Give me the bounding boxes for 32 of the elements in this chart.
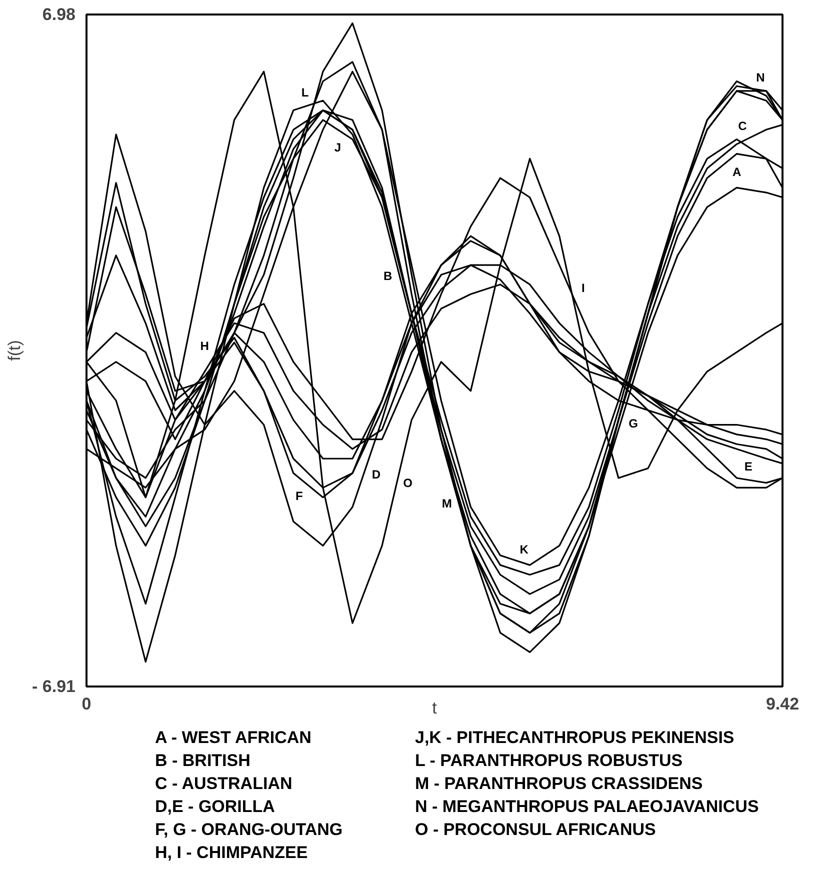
- y-axis-title: f(t): [5, 340, 24, 361]
- text: A - WEST AFRICAN: [155, 727, 312, 749]
- series-label: E: [744, 460, 752, 474]
- series-label: I: [581, 281, 585, 296]
- series-label: M: [442, 496, 452, 510]
- text: J,K - PITHECANTHROPUS PEKINENSIS: [415, 727, 734, 749]
- series-label: H: [200, 339, 209, 354]
- text: F, G - ORANG-OUTANG: [155, 819, 343, 841]
- series-label: D: [372, 467, 381, 482]
- text: L - PARANTHROPUS ROBUSTUS: [415, 750, 683, 772]
- series-label: N: [756, 70, 765, 85]
- x-tick-label: 0: [82, 694, 92, 714]
- x-axis-title: t: [432, 698, 438, 718]
- x-tick-label: 9.42: [766, 694, 800, 714]
- series-label: A: [732, 165, 742, 180]
- text: H, I - CHIMPANZEE: [155, 842, 308, 864]
- series-label: G: [628, 416, 638, 430]
- text: D,E - GORILLA: [155, 796, 275, 818]
- series-label: J: [334, 140, 342, 155]
- text: O - PROCONSUL AFRICANUS: [415, 819, 656, 841]
- series-label: C: [738, 118, 748, 133]
- text: C - AUSTRALIAN: [155, 773, 292, 795]
- y-tick-label: - 6.91: [32, 677, 76, 696]
- series-label: O: [403, 476, 412, 490]
- series-label: F: [295, 489, 303, 504]
- series-label: K: [520, 542, 529, 556]
- series-label: L: [301, 86, 309, 100]
- y-tick-label: 6.98: [42, 5, 76, 24]
- text: B - BRITISH: [155, 750, 250, 772]
- text: N - MEGANTHROPUS PALAEOJAVANICUS: [415, 796, 759, 818]
- text: M - PARANTHROPUS CRASSIDENS: [415, 773, 703, 795]
- series-label: B: [383, 269, 392, 284]
